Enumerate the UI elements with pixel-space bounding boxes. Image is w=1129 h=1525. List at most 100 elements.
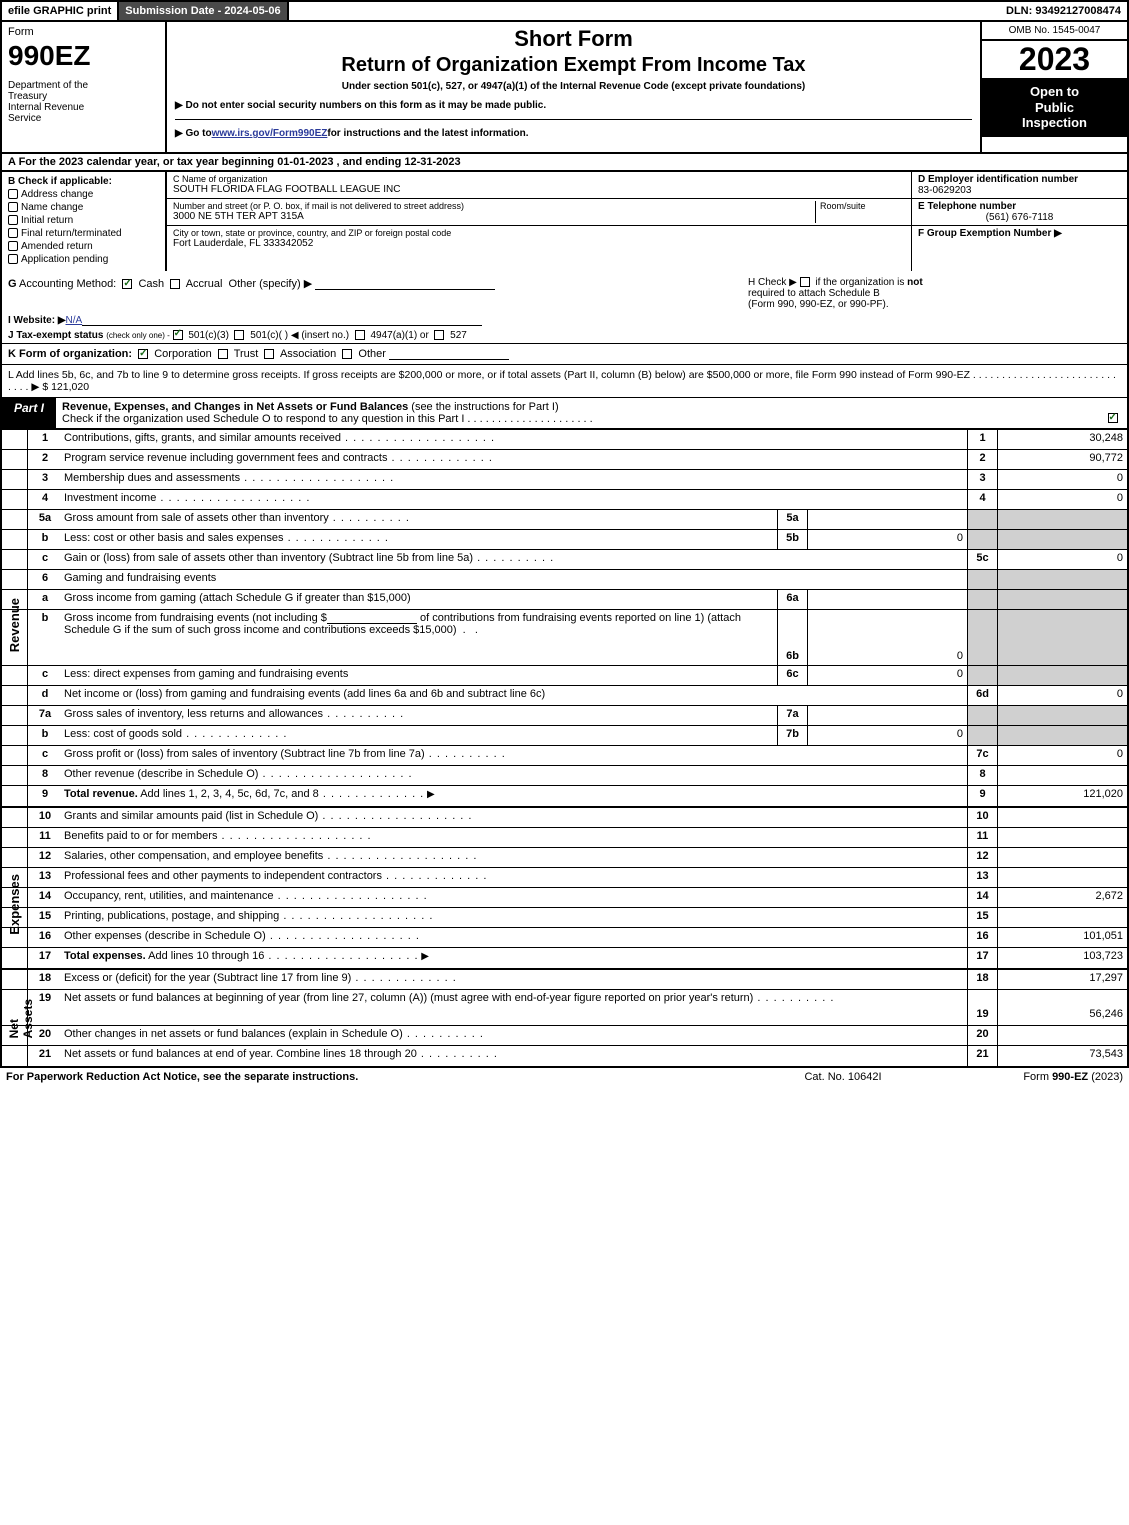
row-l: L Add lines 5b, 6c, and 7b to line 9 to … — [0, 365, 1129, 397]
revenue-table: 1Contributions, gifts, grants, and simil… — [0, 430, 1129, 808]
row-g-h: G Accounting Method: Cash Accrual Other … — [0, 271, 1129, 312]
line-6: 6Gaming and fundraising events — [2, 570, 1127, 590]
val-16: 101,051 — [997, 928, 1127, 947]
efile-print[interactable]: efile GRAPHIC print — [2, 2, 119, 20]
cat-no: Cat. No. 10642I — [743, 1071, 943, 1083]
val-2: 90,772 — [997, 450, 1127, 469]
goto-line: ▶ Go to www.irs.gov/Form990EZ for instru… — [175, 128, 972, 148]
ein-cell: D Employer identification number 83-0629… — [912, 172, 1127, 199]
trust-checkbox[interactable] — [218, 349, 228, 359]
val-21: 73,543 — [997, 1046, 1127, 1066]
section-b: B Check if applicable: Address change Na… — [2, 172, 167, 271]
line-8: 8Other revenue (describe in Schedule O)8 — [2, 766, 1127, 786]
short-form-title: Short Form — [175, 26, 972, 52]
tax-year: 2023 — [982, 41, 1127, 78]
return-title: Return of Organization Exempt From Incom… — [175, 54, 972, 77]
ein-value: 83-0629203 — [918, 185, 1121, 196]
part-i-tab: Part I — [2, 398, 56, 428]
section-c-to-f: C Name of organization SOUTH FLORIDA FLA… — [167, 172, 1127, 271]
form-ref: Form 990-EZ (2023) — [943, 1071, 1123, 1083]
line-7c: cGross profit or (loss) from sales of in… — [2, 746, 1127, 766]
line-7b: bLess: cost of goods sold7b0 — [2, 726, 1127, 746]
year-block: OMB No. 1545-0047 2023 Open toPublicInsp… — [982, 22, 1127, 152]
row-i: I Website: ▶N/A — [0, 312, 1129, 328]
line-17: 17Total expenses. Add lines 10 through 1… — [2, 948, 1127, 968]
line-5a: 5aGross amount from sale of assets other… — [2, 510, 1127, 530]
inspection-badge: Open toPublicInspection — [982, 78, 1127, 137]
cash-checkbox[interactable] — [122, 279, 132, 289]
line-15: 15Printing, publications, postage, and s… — [2, 908, 1127, 928]
val-18: 17,297 — [997, 970, 1127, 989]
org-name-cell: C Name of organization SOUTH FLORIDA FLA… — [167, 172, 912, 199]
form-number: 990EZ — [8, 40, 159, 72]
line-9: 9Total revenue. Add lines 1, 2, 3, 4, 5c… — [2, 786, 1127, 806]
line-2: 2Program service revenue including gover… — [2, 450, 1127, 470]
netassets-table: 18Excess or (deficit) for the year (Subt… — [0, 970, 1129, 1068]
opt-amended[interactable]: Amended return — [8, 241, 159, 252]
opt-initial-return[interactable]: Initial return — [8, 215, 159, 226]
line-5b: bLess: cost or other basis and sales exp… — [2, 530, 1127, 550]
opt-address-change[interactable]: Address change — [8, 189, 159, 200]
website-link[interactable]: N/A — [66, 315, 83, 326]
subtitle: Under section 501(c), 527, or 4947(a)(1)… — [175, 81, 972, 92]
val-4: 0 — [997, 490, 1127, 509]
city-state-zip: Fort Lauderdale, FL 333342052 — [173, 238, 905, 249]
row-k: K Form of organization: Corporation Trus… — [0, 344, 1129, 365]
line-6d: dNet income or (loss) from gaming and fu… — [2, 686, 1127, 706]
val-6d: 0 — [997, 686, 1127, 705]
val-9: 121,020 — [997, 786, 1127, 806]
line-7a: 7aGross sales of inventory, less returns… — [2, 706, 1127, 726]
val-5c: 0 — [997, 550, 1127, 569]
line-19: 19Net assets or fund balances at beginni… — [2, 990, 1127, 1026]
val-3: 0 — [997, 470, 1127, 489]
line-21: 21Net assets or fund balances at end of … — [2, 1046, 1127, 1066]
dln: DLN: 93492127008474 — [1000, 2, 1127, 20]
street-address: 3000 NE 5TH TER APT 315A — [173, 211, 815, 222]
ssn-warning: ▶ Do not enter social security numbers o… — [175, 100, 972, 120]
val-7c: 0 — [997, 746, 1127, 765]
line-6c: cLess: direct expenses from gaming and f… — [2, 666, 1127, 686]
irs-link[interactable]: www.irs.gov/Form990EZ — [212, 128, 328, 148]
other-checkbox[interactable] — [342, 349, 352, 359]
gross-receipts: 121,020 — [51, 381, 89, 393]
corp-checkbox[interactable] — [138, 349, 148, 359]
phone-cell: E Telephone number (561) 676-7118 — [912, 199, 1127, 226]
top-bar: efile GRAPHIC print Submission Date - 20… — [0, 0, 1129, 22]
paperwork-notice: For Paperwork Reduction Act Notice, see … — [6, 1071, 743, 1083]
line-18: 18Excess or (deficit) for the year (Subt… — [2, 970, 1127, 990]
line-20: 20Other changes in net assets or fund ba… — [2, 1026, 1127, 1046]
line-6b: bGross income from fundraising events (n… — [2, 610, 1127, 666]
row-j: J Tax-exempt status (check only one) - 5… — [0, 328, 1129, 344]
line-4: 4Investment income40 — [2, 490, 1127, 510]
line-13: 13Professional fees and other payments t… — [2, 868, 1127, 888]
val-14: 2,672 — [997, 888, 1127, 907]
page-footer: For Paperwork Reduction Act Notice, see … — [0, 1068, 1129, 1086]
row-a: A For the 2023 calendar year, or tax yea… — [0, 154, 1129, 172]
501c-checkbox[interactable] — [234, 330, 244, 340]
h-checkbox[interactable] — [800, 277, 810, 287]
line-11: 11Benefits paid to or for members11 — [2, 828, 1127, 848]
527-checkbox[interactable] — [434, 330, 444, 340]
501c3-checkbox[interactable] — [173, 330, 183, 340]
form-title-block: Short Form Return of Organization Exempt… — [167, 22, 982, 152]
accrual-checkbox[interactable] — [170, 279, 180, 289]
4947-checkbox[interactable] — [355, 330, 365, 340]
line-3: 3Membership dues and assessments30 — [2, 470, 1127, 490]
val-1: 30,248 — [997, 430, 1127, 449]
section-h: H Check ▶ if the organization is not req… — [748, 277, 1121, 310]
schedule-o-checkbox[interactable] — [1108, 413, 1118, 423]
line-10: 10Grants and similar amounts paid (list … — [2, 808, 1127, 828]
dept-label: Department of theTreasuryInternal Revenu… — [8, 80, 159, 124]
omb-number: OMB No. 1545-0047 — [982, 22, 1127, 41]
line-6a: aGross income from gaming (attach Schedu… — [2, 590, 1127, 610]
opt-app-pending[interactable]: Application pending — [8, 254, 159, 265]
address-cell: Number and street (or P. O. box, if mail… — [167, 199, 912, 226]
form-id-block: Form 990EZ Department of theTreasuryInte… — [2, 22, 167, 152]
opt-final-return[interactable]: Final return/terminated — [8, 228, 159, 239]
phone-value: (561) 676-7118 — [918, 212, 1121, 223]
part-i-header: Part I Revenue, Expenses, and Changes in… — [0, 397, 1129, 430]
submission-date: Submission Date - 2024-05-06 — [119, 2, 288, 20]
opt-name-change[interactable]: Name change — [8, 202, 159, 213]
val-17: 103,723 — [997, 948, 1127, 968]
assoc-checkbox[interactable] — [264, 349, 274, 359]
